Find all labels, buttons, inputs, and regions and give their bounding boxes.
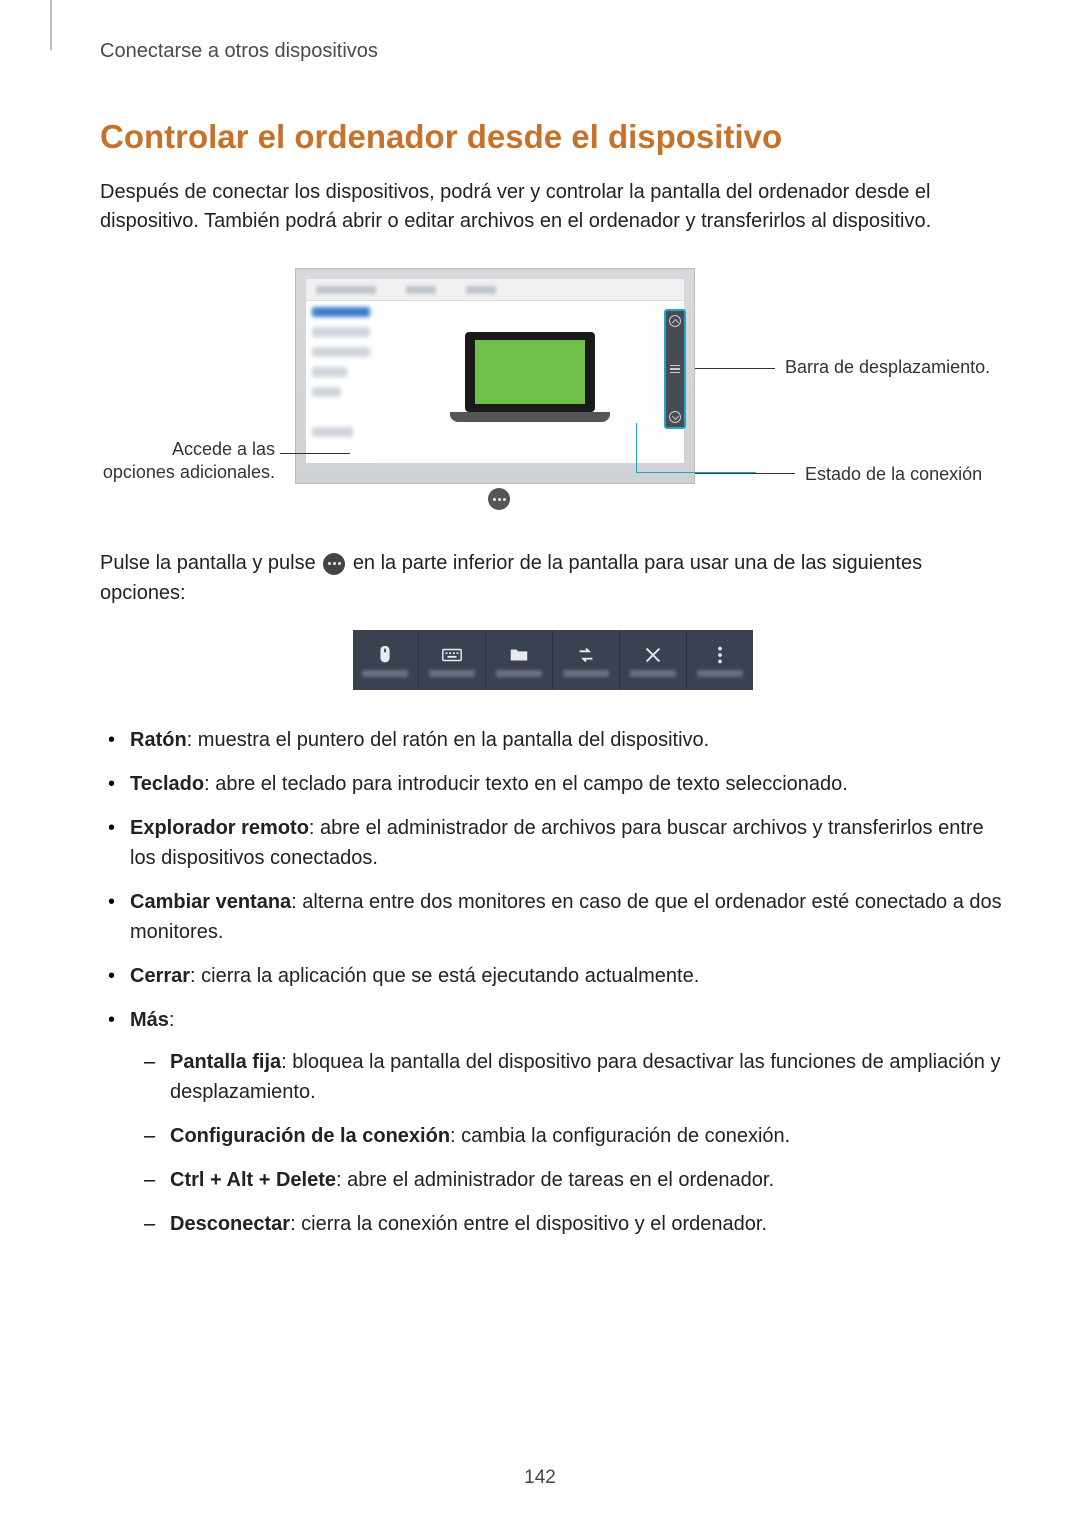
- breadcrumb: Conectarse a otros dispositivos: [100, 40, 1005, 63]
- laptop-screen-inner: [475, 340, 585, 404]
- option-name: Configuración de la conexión: [170, 1125, 450, 1147]
- tool-label: [362, 670, 408, 677]
- screenshot-frame: [295, 268, 695, 484]
- side-item: [312, 347, 370, 357]
- tab-placeholder: [406, 286, 436, 294]
- tool-more: [687, 630, 753, 690]
- option-name: Ratón: [130, 729, 187, 751]
- side-item: [312, 327, 370, 337]
- tool-keyboard: [419, 630, 486, 690]
- options-list: Ratón: muestra el puntero del ratón en l…: [100, 725, 1005, 1239]
- tab-placeholder: [316, 286, 376, 294]
- intro-paragraph: Después de conectar los dispositivos, po…: [100, 178, 1005, 236]
- option-name: Teclado: [130, 773, 204, 795]
- tool-switch: [553, 630, 620, 690]
- tool-label: [563, 670, 609, 677]
- list-item: Cerrar: cierra la aplicación que se está…: [130, 961, 1005, 991]
- option-name: Más: [130, 1009, 169, 1031]
- screenshot-inner: [306, 279, 684, 463]
- scrollbar-highlight: [664, 309, 686, 429]
- callout-scrollbar: Barra de desplazamiento.: [785, 356, 1015, 379]
- laptop-screen: [465, 332, 595, 412]
- option-desc: : cierra la aplicación que se está ejecu…: [190, 965, 699, 987]
- mouse-icon: [374, 644, 396, 666]
- more-dots-icon: [709, 644, 731, 666]
- option-name: Cerrar: [130, 965, 190, 987]
- side-item: [312, 427, 353, 437]
- list-item: Ctrl + Alt + Delete: abre el administrad…: [170, 1165, 1005, 1195]
- close-x-icon: [642, 644, 664, 666]
- list-item: Teclado: abre el teclado para introducir…: [130, 769, 1005, 799]
- more-options-icon: [488, 488, 510, 510]
- option-desc: : abre el administrador de tareas en el …: [336, 1169, 774, 1191]
- option-name: Cambiar ventana: [130, 891, 291, 913]
- left-rule: [50, 0, 52, 50]
- tool-folder: [486, 630, 553, 690]
- laptop-graphic: [450, 332, 610, 432]
- screenshot-body: [306, 301, 684, 463]
- callout-connection-status: Estado de la conexión: [805, 463, 1035, 486]
- callout-line: [695, 368, 775, 369]
- option-desc: : abre el teclado para introducir texto …: [204, 773, 848, 795]
- option-desc: : cambia la configuración de conexión.: [450, 1125, 790, 1147]
- page-number: 142: [0, 1467, 1080, 1489]
- keyboard-icon: [441, 644, 463, 666]
- list-item: Ratón: muestra el puntero del ratón en l…: [130, 725, 1005, 755]
- side-item: [312, 387, 341, 397]
- option-desc: : bloquea la pantalla del dispositivo pa…: [170, 1051, 1000, 1103]
- side-item: [312, 307, 370, 317]
- page: Conectarse a otros dispositivos Controla…: [0, 0, 1080, 1527]
- tool-mouse: [353, 630, 420, 690]
- screenshot-main: [376, 301, 684, 463]
- option-name: Ctrl + Alt + Delete: [170, 1169, 336, 1191]
- list-item: Desconectar: cierra la conexión entre el…: [170, 1209, 1005, 1239]
- tool-close: [620, 630, 687, 690]
- screenshot-sidebar: [306, 301, 376, 463]
- screenshot-topbar: [306, 279, 684, 301]
- text-before-icon: Pulse la pantalla y pulse: [100, 552, 321, 574]
- tool-label: [697, 670, 743, 677]
- scroll-down-icon: [669, 411, 681, 423]
- option-name: Pantalla fija: [170, 1051, 281, 1073]
- tool-label: [630, 670, 676, 677]
- option-name: Explorador remoto: [130, 817, 309, 839]
- option-desc: :: [169, 1009, 175, 1031]
- switch-icon: [575, 644, 597, 666]
- callout-line: [695, 473, 795, 474]
- figure-remote-screen: Accede a las opciones adicionales. Barra…: [100, 268, 1005, 508]
- scroll-up-icon: [669, 315, 681, 327]
- tool-label: [429, 670, 475, 677]
- folder-icon: [508, 644, 530, 666]
- callout-line: [280, 453, 350, 454]
- sub-options-list: Pantalla fija: bloquea la pantalla del d…: [130, 1047, 1005, 1239]
- list-item: Cambiar ventana: alterna entre dos monit…: [130, 887, 1005, 947]
- list-item: Configuración de la conexión: cambia la …: [170, 1121, 1005, 1151]
- section-title: Controlar el ordenador desde el disposit…: [100, 118, 1005, 156]
- list-item: Pantalla fija: bloquea la pantalla del d…: [170, 1047, 1005, 1107]
- option-desc: : muestra el puntero del ratón en la pan…: [187, 729, 710, 751]
- tool-label: [496, 670, 542, 677]
- list-item: Explorador remoto: abre el administrador…: [130, 813, 1005, 873]
- laptop-base: [450, 412, 610, 422]
- option-name: Desconectar: [170, 1213, 290, 1235]
- scroll-handle-icon: [670, 365, 680, 374]
- toolbar-figure: [353, 630, 753, 690]
- options-intro: Pulse la pantalla y pulse en la parte in…: [100, 548, 1005, 608]
- tab-placeholder: [466, 286, 496, 294]
- callout-left: Accede a las opciones adicionales.: [100, 438, 275, 485]
- list-item: Más: Pantalla fija: bloquea la pantalla …: [130, 1005, 1005, 1239]
- option-desc: : cierra la conexión entre el dispositiv…: [290, 1213, 767, 1235]
- side-item: [312, 367, 347, 377]
- more-inline-icon: [323, 553, 345, 575]
